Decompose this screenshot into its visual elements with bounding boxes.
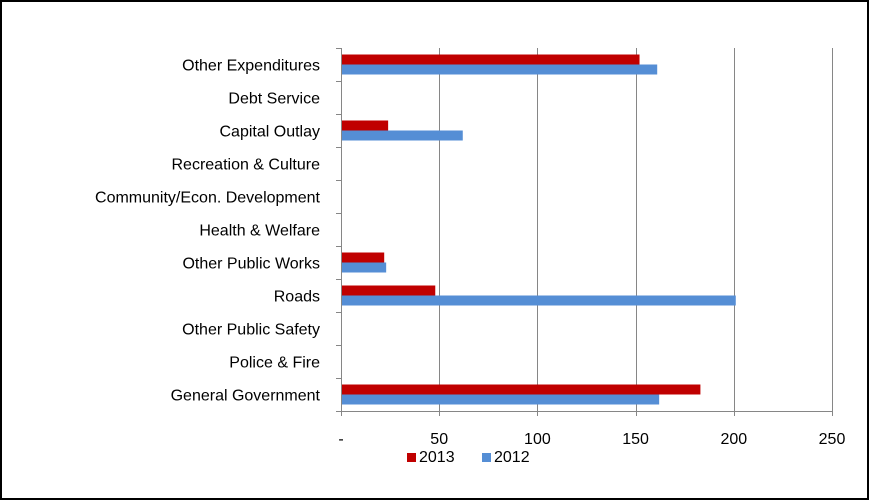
bar-2013: [341, 252, 385, 263]
category-label: Capital Outlay: [220, 124, 321, 141]
axes: [336, 48, 833, 416]
category-label: Recreation & Culture: [171, 157, 320, 174]
legend: 2013 2012: [407, 449, 530, 466]
bar-2013: [341, 285, 436, 296]
bar-2013: [341, 120, 389, 131]
bar-2012: [341, 394, 660, 405]
legend-label-2013: 2013: [419, 449, 455, 466]
x-tick-label: 100: [524, 431, 551, 448]
bar-2012: [341, 130, 463, 141]
gridlines: [439, 48, 833, 411]
x-tick-label: -: [338, 431, 343, 448]
category-labels: Other Expenditures Debt Service Capital Ou…: [95, 58, 321, 405]
legend-swatch-2012: [482, 453, 491, 462]
bar-2012: [341, 295, 736, 306]
category-label: Health & Welfare: [199, 223, 320, 240]
category-label: Other Expenditures: [182, 58, 320, 75]
x-tick-label: 50: [430, 431, 448, 448]
bar-2013: [341, 384, 701, 395]
legend-swatch-2013: [407, 453, 416, 462]
category-label: General Government: [171, 388, 321, 405]
x-tick-label: 200: [720, 431, 747, 448]
category-label: Debt Service: [228, 91, 320, 108]
x-tick-labels: - 50 100 150 200 250: [338, 431, 845, 448]
bar-2012: [341, 262, 387, 273]
bar-2012: [341, 64, 658, 75]
category-label: Roads: [274, 289, 320, 306]
category-label: Police & Fire: [229, 355, 320, 372]
category-label: Community/Econ. Development: [95, 190, 321, 207]
bars: [341, 54, 736, 405]
legend-label-2012: 2012: [494, 449, 530, 466]
category-label: Other Public Safety: [182, 322, 320, 339]
category-label: Other Public Works: [182, 256, 320, 273]
x-tick-label: 150: [622, 431, 649, 448]
x-tick-label: 250: [819, 431, 846, 448]
bar-2013: [341, 54, 640, 65]
